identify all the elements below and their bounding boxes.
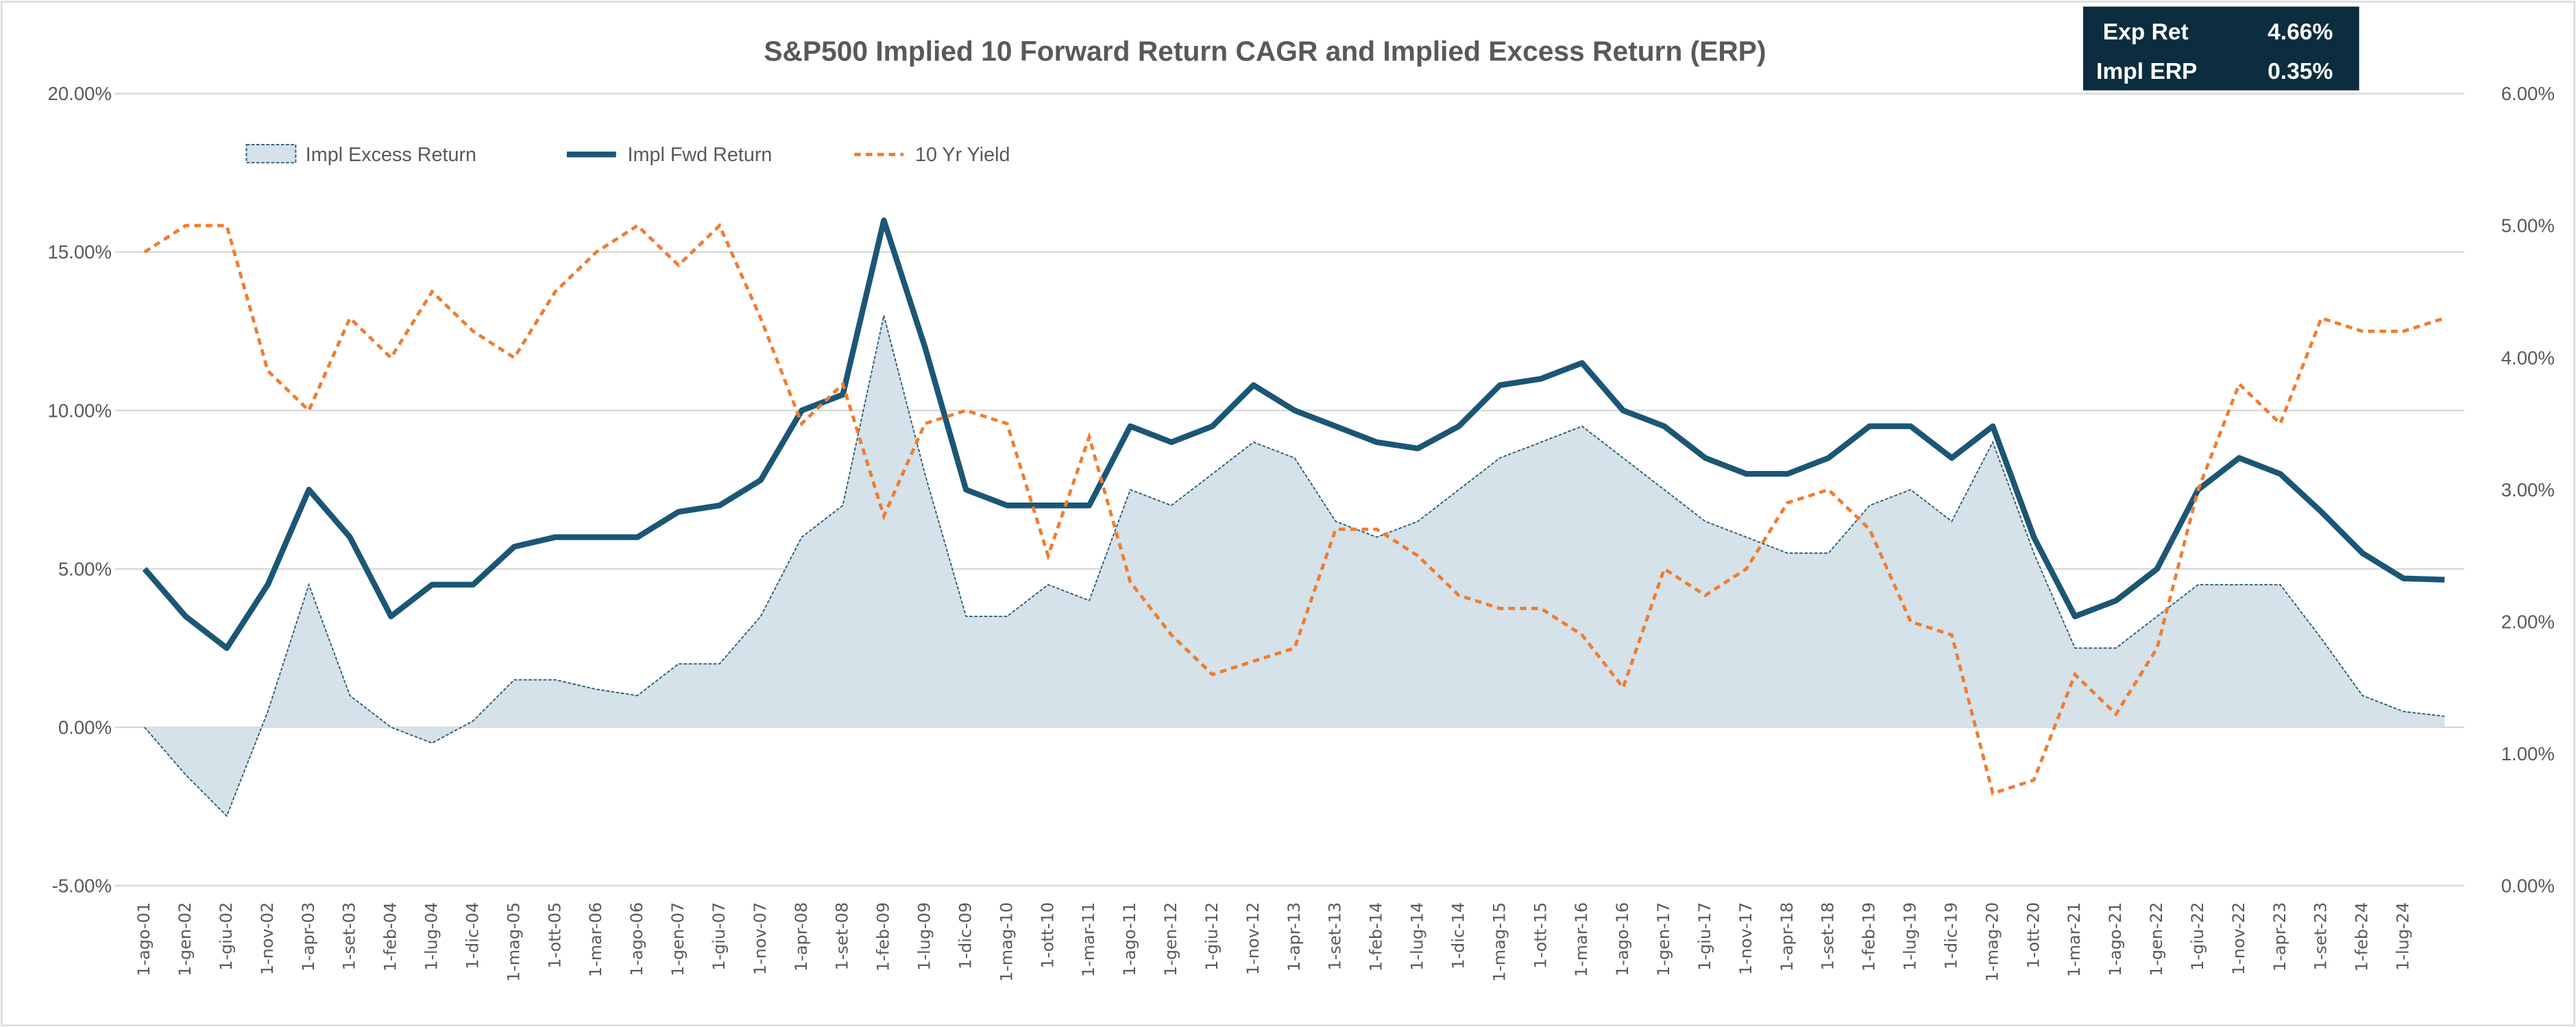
right-axis-tick-label: 4.00% — [2501, 347, 2555, 368]
x-axis-tick-label: 1-apr-23 — [2270, 902, 2289, 971]
impl-erp-value: 0.35% — [2268, 59, 2333, 84]
x-axis-tick-label: 1-mar-11 — [1079, 902, 1098, 977]
x-axis-tick-label: 1-ott-05 — [545, 902, 564, 969]
summary-box-bg — [2082, 6, 2359, 90]
x-axis-tick-label: 1-set-13 — [1326, 902, 1345, 971]
x-axis-tick-label: 1-ago-21 — [2106, 902, 2125, 976]
x-axis-tick-label: 1-mar-06 — [586, 902, 605, 977]
x-axis-tick-label: 1-nov-02 — [258, 902, 277, 975]
x-axis-tick-label: 1-set-08 — [833, 902, 852, 971]
x-axis-tick-label: 1-feb-24 — [2353, 902, 2372, 971]
x-axis-tick-label: 1-gen-17 — [1654, 902, 1673, 976]
x-axis-tick-label: 1-mag-05 — [504, 902, 523, 982]
exp-ret-value: 4.66% — [2268, 20, 2333, 45]
right-axis-tick-label: 2.00% — [2501, 611, 2555, 632]
x-axis-tick-label: 1-apr-08 — [792, 902, 811, 971]
x-axis-tick-label: 1-apr-18 — [1777, 902, 1797, 971]
x-axis-tick-label: 1-set-18 — [1819, 902, 1838, 971]
x-axis-tick-label: 1-ott-20 — [2024, 902, 2043, 969]
left-axis-tick-label: 5.00% — [58, 558, 112, 579]
x-axis-tick-label: 1-nov-22 — [2229, 902, 2248, 975]
x-axis-tick-label: 1-gen-02 — [175, 902, 195, 976]
x-axis-tick-label: 1-mag-20 — [1982, 902, 2002, 982]
x-axis-tick-label: 1-nov-07 — [751, 902, 770, 975]
legend-label-excess: Impl Excess Return — [306, 144, 476, 166]
x-axis-tick-label: 1-nov-17 — [1736, 902, 1755, 975]
x-axis-tick-label: 1-gen-12 — [1161, 902, 1180, 976]
left-axis-tick-label: -5.00% — [52, 875, 112, 896]
x-axis-tick-label: 1-lug-14 — [1408, 902, 1427, 971]
x-axis-tick-label: 1-feb-19 — [1860, 902, 1879, 971]
x-axis-tick-label: 1-lug-24 — [2394, 902, 2413, 971]
x-axis-tick-label: 1-nov-12 — [1243, 902, 1263, 975]
x-axis-tick-label: 1-giu-17 — [1695, 902, 1714, 971]
x-axis-tick-label: 1-mag-10 — [997, 902, 1016, 982]
right-axis-tick-label: 5.00% — [2501, 215, 2555, 237]
x-axis-tick-label: 1-giu-07 — [709, 902, 729, 971]
left-axis-tick-label: 15.00% — [48, 241, 112, 263]
x-axis-tick-label: 1-ott-15 — [1531, 902, 1550, 969]
x-axis-tick-label: 1-lug-04 — [422, 902, 441, 971]
exp-ret-label: Exp Ret — [2103, 20, 2189, 45]
x-axis-tick-label: 1-set-03 — [340, 902, 359, 971]
x-axis-tick-label: 1-feb-14 — [1367, 902, 1386, 971]
x-axis-tick-label: 1-gen-07 — [668, 902, 688, 976]
x-axis-tick-label: 1-mar-16 — [1572, 902, 1591, 977]
x-axis-tick-label: 1-dic-04 — [463, 902, 482, 969]
left-axis-tick-label: 0.00% — [58, 716, 112, 738]
x-axis-tick-label: 1-giu-22 — [2188, 902, 2207, 971]
left-axis-tick-label: 10.00% — [48, 400, 112, 421]
legend-swatch-excess — [245, 143, 297, 164]
right-axis-tick-label: 0.00% — [2501, 875, 2555, 896]
legend-label-yield: 10 Yr Yield — [915, 144, 1010, 166]
x-axis-tick-label: 1-mar-21 — [2065, 902, 2084, 977]
x-axis-tick-label: 1-gen-22 — [2147, 902, 2166, 976]
series-line-impl-fwd-return — [142, 217, 2445, 651]
x-axis-tick-label: 1-mag-15 — [1490, 902, 1509, 982]
x-axis-tick-label: 1-set-23 — [2311, 902, 2331, 971]
legend-label-fwd: Impl Fwd Return — [628, 144, 773, 166]
x-axis-tick-label: 1-feb-04 — [381, 902, 400, 971]
x-axis-tick-label: 1-apr-13 — [1285, 902, 1304, 971]
right-axis-tick-label: 3.00% — [2501, 479, 2555, 500]
x-axis-tick-label: 1-ago-16 — [1613, 902, 1632, 976]
impl-erp-label: Impl ERP — [2096, 59, 2197, 84]
legend: Impl Excess Return Impl Fwd Return 10 Yr… — [245, 143, 1010, 166]
x-axis-tick-label: 1-giu-02 — [217, 902, 236, 971]
x-axis-tick-label: 1-apr-03 — [299, 902, 318, 971]
right-axis-tick-label: 6.00% — [2501, 83, 2555, 104]
x-axis-tick-label: 1-lug-09 — [915, 902, 934, 971]
chart-title: S&P500 Implied 10 Forward Return CAGR an… — [764, 36, 1766, 67]
summary-box: Exp Ret 4.66% Impl ERP 0.35% — [2082, 6, 2359, 90]
x-axis-tick-label: 1-dic-09 — [956, 902, 975, 969]
x-axis-tick-label: 1-lug-19 — [1901, 902, 1920, 971]
right-axis-tick-label: 1.00% — [2501, 743, 2555, 764]
x-axis-tick-label: 1-dic-19 — [1941, 902, 1960, 969]
x-axis-tick-label: 1-ago-01 — [134, 902, 154, 976]
series-line-impl-excess-return — [144, 315, 2445, 817]
series-area-impl-excess-return — [144, 315, 2445, 817]
x-axis-tick-label: 1-ago-11 — [1120, 902, 1139, 976]
x-axis-tick-label: 1-giu-12 — [1202, 902, 1222, 971]
left-axis-tick-label: 20.00% — [48, 83, 112, 104]
x-axis-tick-label: 1-ott-10 — [1038, 902, 1057, 969]
x-axis-tick-label: 1-ago-06 — [627, 902, 646, 976]
x-axis-tick-label: 1-dic-14 — [1448, 902, 1468, 969]
x-axis-tick-label: 1-feb-09 — [874, 902, 893, 971]
